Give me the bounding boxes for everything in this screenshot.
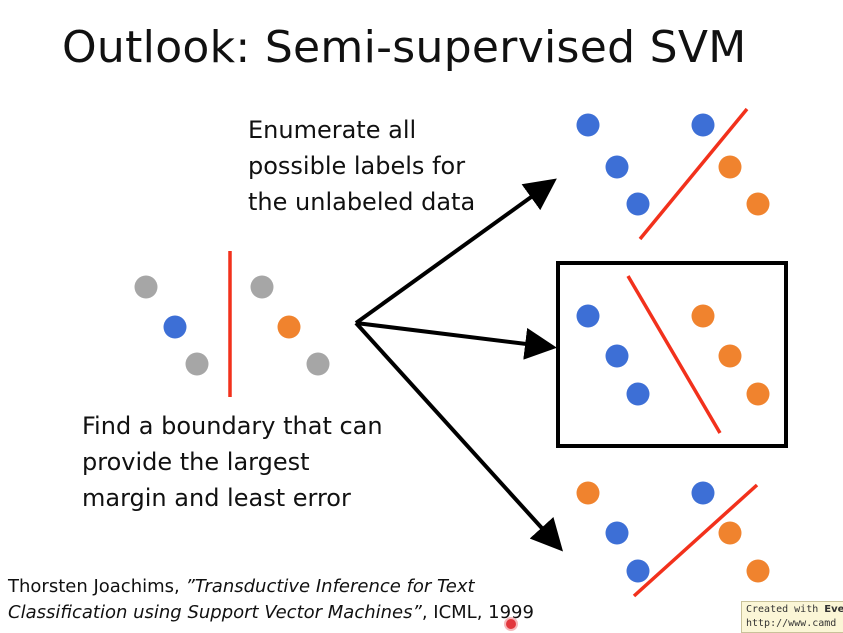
top-point	[576, 113, 600, 137]
selected-labeling-box	[556, 261, 788, 448]
top-point	[746, 192, 770, 216]
bottom-point	[746, 559, 770, 583]
middle-point	[576, 304, 600, 328]
arrow-to-top	[354, 178, 557, 325]
top-boundary	[638, 107, 749, 241]
find-line: provide the largest	[82, 448, 310, 476]
bottom-point	[626, 559, 650, 583]
top-point	[605, 155, 629, 179]
bottom-point	[576, 481, 600, 505]
find-line: margin and least error	[82, 484, 351, 512]
top-point	[691, 113, 715, 137]
source-point	[163, 315, 187, 339]
source-point	[306, 352, 330, 376]
citation-title-part1: ”Transductive Inference for Text	[185, 576, 475, 597]
middle-point	[691, 304, 715, 328]
middle-point	[605, 344, 629, 368]
top-point	[626, 192, 650, 216]
source-point	[277, 315, 301, 339]
citation-venue: , ICML, 1999	[421, 602, 534, 623]
enumerate-line: possible labels for	[248, 152, 466, 180]
middle-boundary	[626, 275, 722, 434]
source-point	[134, 275, 158, 299]
citation: Thorsten Joachims, ”Transductive Inferen…	[8, 574, 534, 626]
arrow-to-middle	[355, 321, 557, 360]
find-boundary-text: Find a boundary that can provide the lar…	[82, 408, 383, 516]
slide-title: Outlook: Semi-supervised SVM	[62, 22, 747, 73]
source-point	[250, 275, 274, 299]
enumerate-line: the unlabeled data	[248, 188, 476, 216]
bottom-point	[605, 521, 629, 545]
find-line: Find a boundary that can	[82, 412, 383, 440]
citation-title-part2: Classification using Support Vector Mach…	[8, 602, 422, 623]
bottom-boundary	[632, 483, 759, 598]
bottom-point	[718, 521, 742, 545]
source-point	[185, 352, 209, 376]
bottom-point	[691, 481, 715, 505]
arrow-to-bottom	[354, 321, 564, 552]
citation-author: Thorsten Joachims,	[8, 576, 186, 597]
top-point	[718, 155, 742, 179]
watermark-badge: Created with Eve http://www.camd	[741, 601, 843, 633]
enumerate-text: Enumerate all possible labels for the un…	[248, 112, 475, 220]
enumerate-line: Enumerate all	[248, 116, 417, 144]
watermark-url: http://www.camd	[746, 618, 837, 629]
watermark-app-name: Eve	[824, 604, 843, 615]
middle-point	[626, 382, 650, 406]
middle-point	[746, 382, 770, 406]
watermark-prefix: Created with	[746, 604, 825, 615]
laser-pointer-icon	[506, 619, 516, 629]
middle-point	[718, 344, 742, 368]
